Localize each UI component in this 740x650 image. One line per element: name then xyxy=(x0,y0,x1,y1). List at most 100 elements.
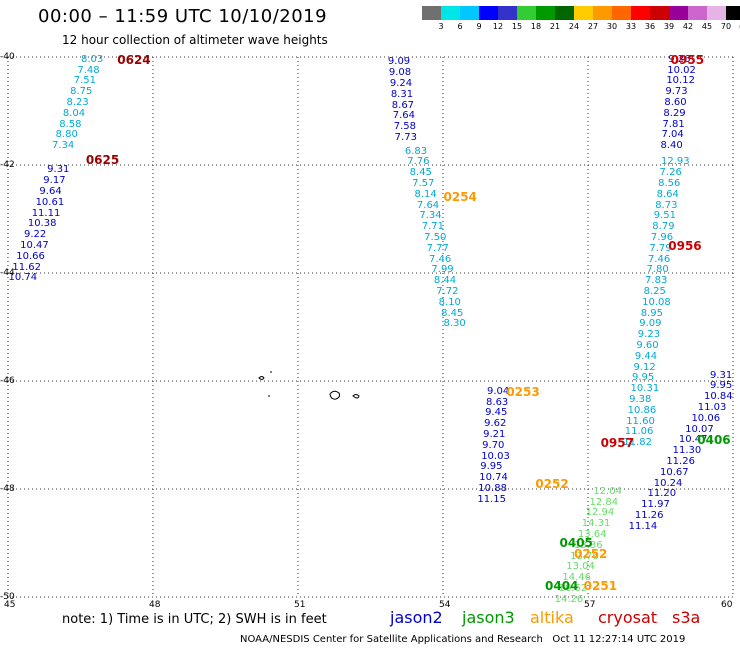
wave-height-value: 7.71 xyxy=(421,221,445,233)
wave-height-value: 8.75 xyxy=(70,86,93,98)
satellite-jason3: jason3 xyxy=(462,608,515,627)
wave-height-value: 13.36 xyxy=(574,539,603,551)
wave-height-value: 8.29 xyxy=(663,107,686,119)
wave-height-value: 11.62 xyxy=(12,261,41,273)
wave-height-value: 10.74 xyxy=(8,272,38,284)
legend-tick-label: 36 xyxy=(644,22,656,31)
wave-height-value: 7.34 xyxy=(419,210,442,222)
pass-time-label: 0405 xyxy=(559,536,593,550)
wave-height-value: 8.44 xyxy=(433,275,457,287)
wave-height-value: 7.46 xyxy=(647,253,671,265)
wave-height-value: 10.47 xyxy=(678,434,708,446)
wave-height-value: 8.80 xyxy=(55,129,78,141)
wave-height-value: 9.44 xyxy=(634,350,658,362)
lat-lon-grid xyxy=(7,56,734,598)
wave-height-value: 13.64 xyxy=(577,528,607,540)
pass-time-label: 0252 xyxy=(535,476,569,491)
lat-label: -50 xyxy=(0,592,15,602)
lon-label: 54 xyxy=(439,600,451,610)
wave-height-value: 11.97 xyxy=(641,499,670,511)
legend-swatch xyxy=(460,6,479,20)
pass-time-label: 0624 xyxy=(117,52,151,67)
pass-time-label: 0404 xyxy=(545,579,579,594)
wave-height-value: 9.09 xyxy=(387,56,411,68)
wave-height-value: 7.96 xyxy=(650,231,674,243)
wave-height-value: 8.95 xyxy=(640,307,663,319)
wave-height-value: 9.09 xyxy=(639,318,662,330)
legend-tick-label: 3 xyxy=(438,22,444,31)
wave-height-value: 8.45 xyxy=(441,307,464,319)
wave-height-value: 7.81 xyxy=(662,118,685,130)
wave-height-value: 9.45 xyxy=(485,407,508,419)
legend-swatch xyxy=(422,6,441,20)
wave-height-value: 11.06 xyxy=(624,426,654,438)
note-text: note: 1) Time is in UTC; 2) SWH is in fe… xyxy=(62,612,327,627)
wave-height-value: 9.70 xyxy=(482,439,505,451)
lat-label: -42 xyxy=(0,160,15,170)
wave-height-value: 9.60 xyxy=(636,339,659,351)
wave-height-value: 7.77 xyxy=(426,242,449,254)
wave-height-value: 8.03 xyxy=(81,53,104,65)
wave-height-value: 9.31 xyxy=(710,369,733,381)
wave-height-value: 9.24 xyxy=(389,78,413,89)
lon-label: 60 xyxy=(721,600,733,610)
wave-height-value: 13.04 xyxy=(566,561,595,573)
wave-height-value: 8.25 xyxy=(643,285,666,297)
page-subtitle: 12 hour collection of altimeter wave hei… xyxy=(62,33,328,47)
wave-height-value: 16.62 xyxy=(558,582,588,594)
pass-time-label: 0406 xyxy=(697,433,731,448)
wave-height-value: 8.56 xyxy=(658,177,681,189)
wave-height-value: 7.73 xyxy=(394,132,417,143)
wave-height-value: 7.79 xyxy=(649,242,672,254)
wave-height-value: 10.61 xyxy=(35,196,65,208)
legend-tick-label: (ft) xyxy=(739,22,740,31)
wave-height-value: 11.14 xyxy=(628,520,658,532)
wave-height-value: 10.47 xyxy=(20,240,49,251)
legend-swatch xyxy=(688,6,707,20)
wave-height-value: 9.95 xyxy=(480,461,503,473)
wave-height-value: 9.04 xyxy=(487,385,510,397)
legend-tick-label: 39 xyxy=(663,22,675,31)
lon-label: 51 xyxy=(294,600,306,610)
island-coastline xyxy=(258,371,360,400)
legend-swatch xyxy=(498,6,517,20)
lon-label: 45 xyxy=(4,600,16,610)
wave-height-value: 8.73 xyxy=(655,199,678,211)
wave-height-value: 7.57 xyxy=(412,177,435,189)
wave-height-value: 9.62 xyxy=(484,418,507,430)
wave-height-value: 7.26 xyxy=(659,167,682,179)
wave-height-value: 9.17 xyxy=(43,175,66,187)
wave-height-value: 7.50 xyxy=(424,231,447,243)
wave-height-value: 10.74 xyxy=(479,472,508,484)
pass-time-label: 0955 xyxy=(670,52,705,67)
wave-height-value: 8.40 xyxy=(660,140,683,152)
pass-time-label: 0957 xyxy=(600,436,634,451)
legend-swatch xyxy=(517,6,536,20)
wave-height-value: 11.30 xyxy=(672,445,702,457)
wave-height-value: 11.26 xyxy=(666,456,695,467)
wave-height-value: 7.51 xyxy=(73,75,97,87)
pass-time-label: 0251 xyxy=(583,579,618,594)
wave-height-value: 10.03 xyxy=(481,450,510,462)
lon-label: 48 xyxy=(149,600,161,610)
wave-height-value: 10.07 xyxy=(685,423,714,435)
lat-label: -46 xyxy=(0,376,15,386)
wave-height-value: 9.51 xyxy=(653,210,677,222)
wave-height-value: 12.84 xyxy=(589,496,619,508)
legend-tick-label: 45 xyxy=(701,22,713,31)
wave-height-value: 13.76 xyxy=(570,550,599,562)
wave-height-value: 11.03 xyxy=(697,402,727,413)
legend-tick-label: 9 xyxy=(476,22,482,31)
wave-height-value: 7.58 xyxy=(393,121,416,133)
satellite-altika: altika xyxy=(530,608,574,627)
wave-height-value: 10.31 xyxy=(630,383,660,395)
wave-height-value: 14.46 xyxy=(562,572,592,584)
wave-height-value: 9.95 xyxy=(710,380,733,392)
wave-height-value: 9.38 xyxy=(629,393,652,405)
wave-height-value: 7.64 xyxy=(416,199,440,211)
wave-height-value: 11.60 xyxy=(626,415,655,427)
wave-height-value: 14.26 xyxy=(554,593,584,605)
wave-height-value: 9.95 xyxy=(632,372,655,384)
wave-height-value: 8.63 xyxy=(486,396,509,408)
wave-height-value: 8.45 xyxy=(409,167,432,179)
